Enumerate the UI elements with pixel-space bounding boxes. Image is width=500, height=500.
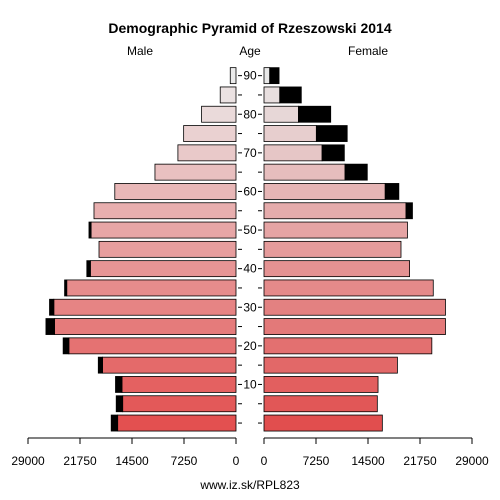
- male-bar-65-69: [154, 163, 237, 181]
- male-bar-35-39: [66, 279, 237, 297]
- female-excess-bar-70-74: [321, 144, 345, 162]
- male-excess-bar-10-14: [115, 376, 123, 393]
- age-tick-label: 30: [243, 300, 257, 314]
- female-bar-35-39: [263, 279, 434, 297]
- x-tick-label-female: 14500: [351, 454, 385, 468]
- age-tick-label: 10: [243, 377, 257, 391]
- male-bar-75-79: [183, 125, 237, 142]
- x-tick-label-female: 7250: [303, 454, 330, 468]
- female-bar-90+: [263, 67, 271, 85]
- female-bar-30-34: [263, 298, 446, 316]
- female-bar-5-9: [263, 395, 378, 413]
- female-bar-85-89: [263, 86, 281, 104]
- male-bar-60-64: [114, 183, 237, 200]
- age-tick-label: 50: [243, 223, 257, 237]
- female-bar-15-19: [263, 356, 398, 374]
- female-excess-bar-60-64: [384, 183, 400, 200]
- female-bar-50-54: [263, 221, 408, 239]
- female-excess-bar-55-59: [405, 202, 413, 220]
- male-excess-bar-25-29: [45, 318, 55, 335]
- female-bar-0-4: [263, 414, 383, 432]
- x-tick-label-male: 0: [233, 454, 240, 468]
- male-bar-30-34: [53, 298, 237, 316]
- chart-title: Demographic Pyramid of Rzeszowski 2014: [108, 20, 391, 36]
- female-bar-10-14: [263, 376, 379, 393]
- male-bar-15-19: [102, 356, 237, 374]
- female-bar-45-49: [263, 240, 402, 258]
- male-excess-bar-35-39: [64, 279, 68, 297]
- age-axis: 10 20 30 40 50 60 70 80 90: [238, 69, 262, 424]
- female-bar-20-24: [263, 337, 433, 355]
- x-axis-female: 0 7250 14500 21750 29000: [261, 437, 489, 468]
- male-excess-bar-50-54: [88, 221, 92, 239]
- age-tick-label: 80: [243, 107, 257, 121]
- male-bar-10-14: [121, 376, 237, 393]
- female-excess-bar-90+: [269, 67, 280, 85]
- male-bar-90+: [229, 67, 237, 85]
- female-label: Female: [348, 44, 388, 58]
- male-bar-80-84: [201, 105, 237, 123]
- male-excess-bar-0-4: [110, 414, 119, 432]
- male-excess-bar-20-24: [62, 337, 70, 355]
- male-excess-bar-30-34: [49, 298, 55, 316]
- female-bar-55-59: [263, 202, 407, 220]
- female-bar-60-64: [263, 183, 386, 200]
- age-tick-label: 20: [243, 339, 257, 353]
- x-tick-label-male: 21750: [63, 454, 97, 468]
- age-tick-label: 90: [243, 69, 257, 83]
- x-tick-label-female: 21750: [403, 454, 437, 468]
- male-bar-50-54: [90, 221, 237, 239]
- male-excess-bar-5-9: [115, 395, 124, 413]
- male-bar-25-29: [54, 318, 237, 335]
- x-tick-label-female: 0: [261, 454, 268, 468]
- male-excess-bar-15-19: [97, 356, 103, 374]
- female-excess-bar-85-89: [279, 86, 302, 104]
- female-bar-75-79: [263, 125, 317, 142]
- male-excess-bar-40-44: [86, 260, 91, 278]
- age-tick-label: 40: [243, 262, 257, 276]
- age-tick-label: 70: [243, 146, 257, 160]
- male-bar-40-44: [90, 260, 237, 278]
- male-label: Male: [127, 44, 153, 58]
- male-bar-0-4: [117, 414, 237, 432]
- x-tick-label-male: 7250: [171, 454, 198, 468]
- male-bar-70-74: [177, 144, 237, 162]
- age-tick-label: 60: [243, 184, 257, 198]
- female-bar-80-84: [263, 105, 299, 123]
- male-bar-20-24: [68, 337, 237, 355]
- female-bar-25-29: [263, 318, 446, 335]
- footer-source: www.iz.sk/RPL823: [199, 478, 300, 492]
- male-bar-85-89: [219, 86, 237, 104]
- female-bar-70-74: [263, 144, 323, 162]
- female-bars: [263, 67, 446, 432]
- female-excess-bar-80-84: [298, 105, 332, 123]
- x-tick-label-female: 29000: [455, 454, 489, 468]
- x-axis-male: 29000 21750 14500 7250 0: [11, 437, 240, 468]
- female-excess-bar-65-69: [344, 163, 368, 181]
- x-tick-label-male: 29000: [11, 454, 45, 468]
- female-bar-65-69: [263, 163, 346, 181]
- female-bar-40-44: [263, 260, 411, 278]
- x-tick-label-male: 14500: [115, 454, 149, 468]
- age-label: Age: [239, 44, 261, 58]
- male-bars: [45, 67, 237, 432]
- male-bar-55-59: [93, 202, 237, 220]
- female-excess-bar-75-79: [315, 125, 348, 142]
- male-bar-45-49: [98, 240, 237, 258]
- male-bar-5-9: [122, 395, 237, 413]
